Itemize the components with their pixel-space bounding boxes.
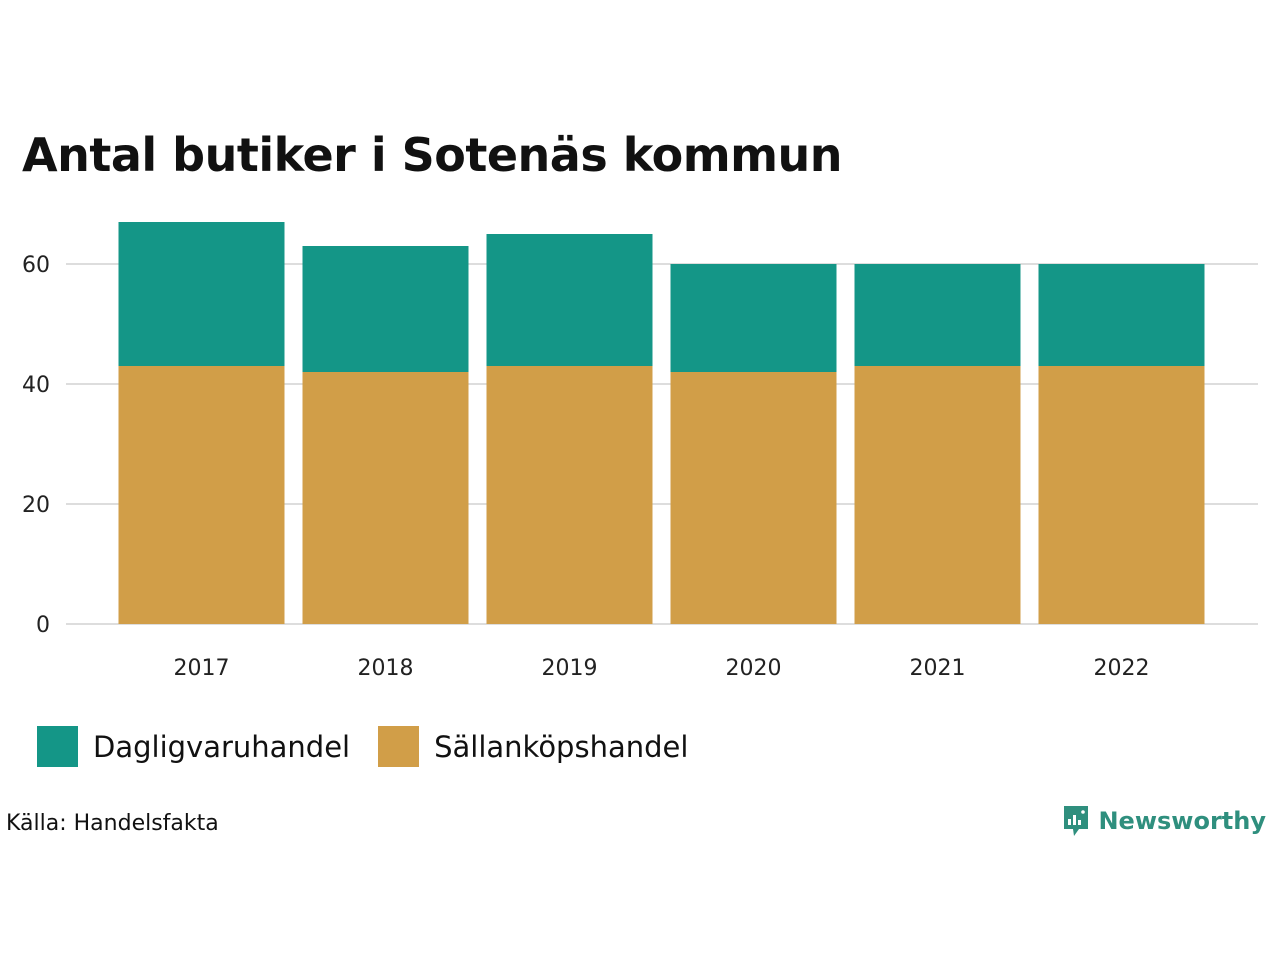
bar-2019-sallankopshandel [486, 366, 653, 624]
stacked-bar-chart: 0 20 40 60 2017 2018 2019 2020 2021 2022 [22, 222, 1258, 681]
x-tick-label: 2018 [358, 656, 414, 681]
bar-chart-bubble-icon [1064, 806, 1089, 836]
y-tick-label: 60 [22, 253, 50, 278]
legend-item-sallankopshandel: Sällanköpshandel [378, 726, 688, 767]
bar-2022-sallankopshandel [1038, 366, 1205, 624]
brand-logo: Newsworthy [1062, 804, 1266, 838]
bar-2020-sallankopshandel [670, 372, 837, 624]
source-note: Källa: Handelsfakta [6, 811, 219, 836]
chart-title: Antal butiker i Sotenäs kommun [22, 128, 843, 182]
legend: Dagligvaruhandel Sällanköpshandel [37, 726, 716, 767]
bar-2020-dagligvaruhandel [670, 264, 837, 372]
x-tick-label: 2019 [542, 656, 598, 681]
legend-label-sallankopshandel: Sällanköpshandel [434, 729, 689, 764]
bar-2017-dagligvaruhandel [118, 222, 285, 366]
x-tick-label: 2022 [1094, 656, 1150, 681]
bar-2018-dagligvaruhandel [302, 246, 469, 372]
brand-name: Newsworthy [1098, 807, 1266, 835]
y-tick-label: 40 [22, 373, 50, 398]
x-tick-label: 2021 [910, 656, 966, 681]
legend-label-dagligvaruhandel: Dagligvaruhandel [93, 729, 351, 764]
legend-item-dagligvaruhandel: Dagligvaruhandel [37, 726, 350, 767]
bar-2022-dagligvaruhandel [1038, 264, 1205, 366]
x-tick-label: 2017 [174, 656, 230, 681]
y-tick-label: 20 [22, 493, 50, 518]
bar-2021-sallankopshandel [854, 366, 1021, 624]
bar-2018-sallankopshandel [302, 372, 469, 624]
legend-swatch-dagligvaruhandel [37, 726, 78, 767]
legend-swatch-sallankopshandel [378, 726, 420, 767]
bar-2017-sallankopshandel [118, 366, 285, 624]
y-tick-label: 0 [36, 613, 50, 638]
bar-2021-dagligvaruhandel [854, 264, 1021, 366]
x-tick-label: 2020 [726, 656, 782, 681]
bar-2019-dagligvaruhandel [486, 234, 653, 366]
